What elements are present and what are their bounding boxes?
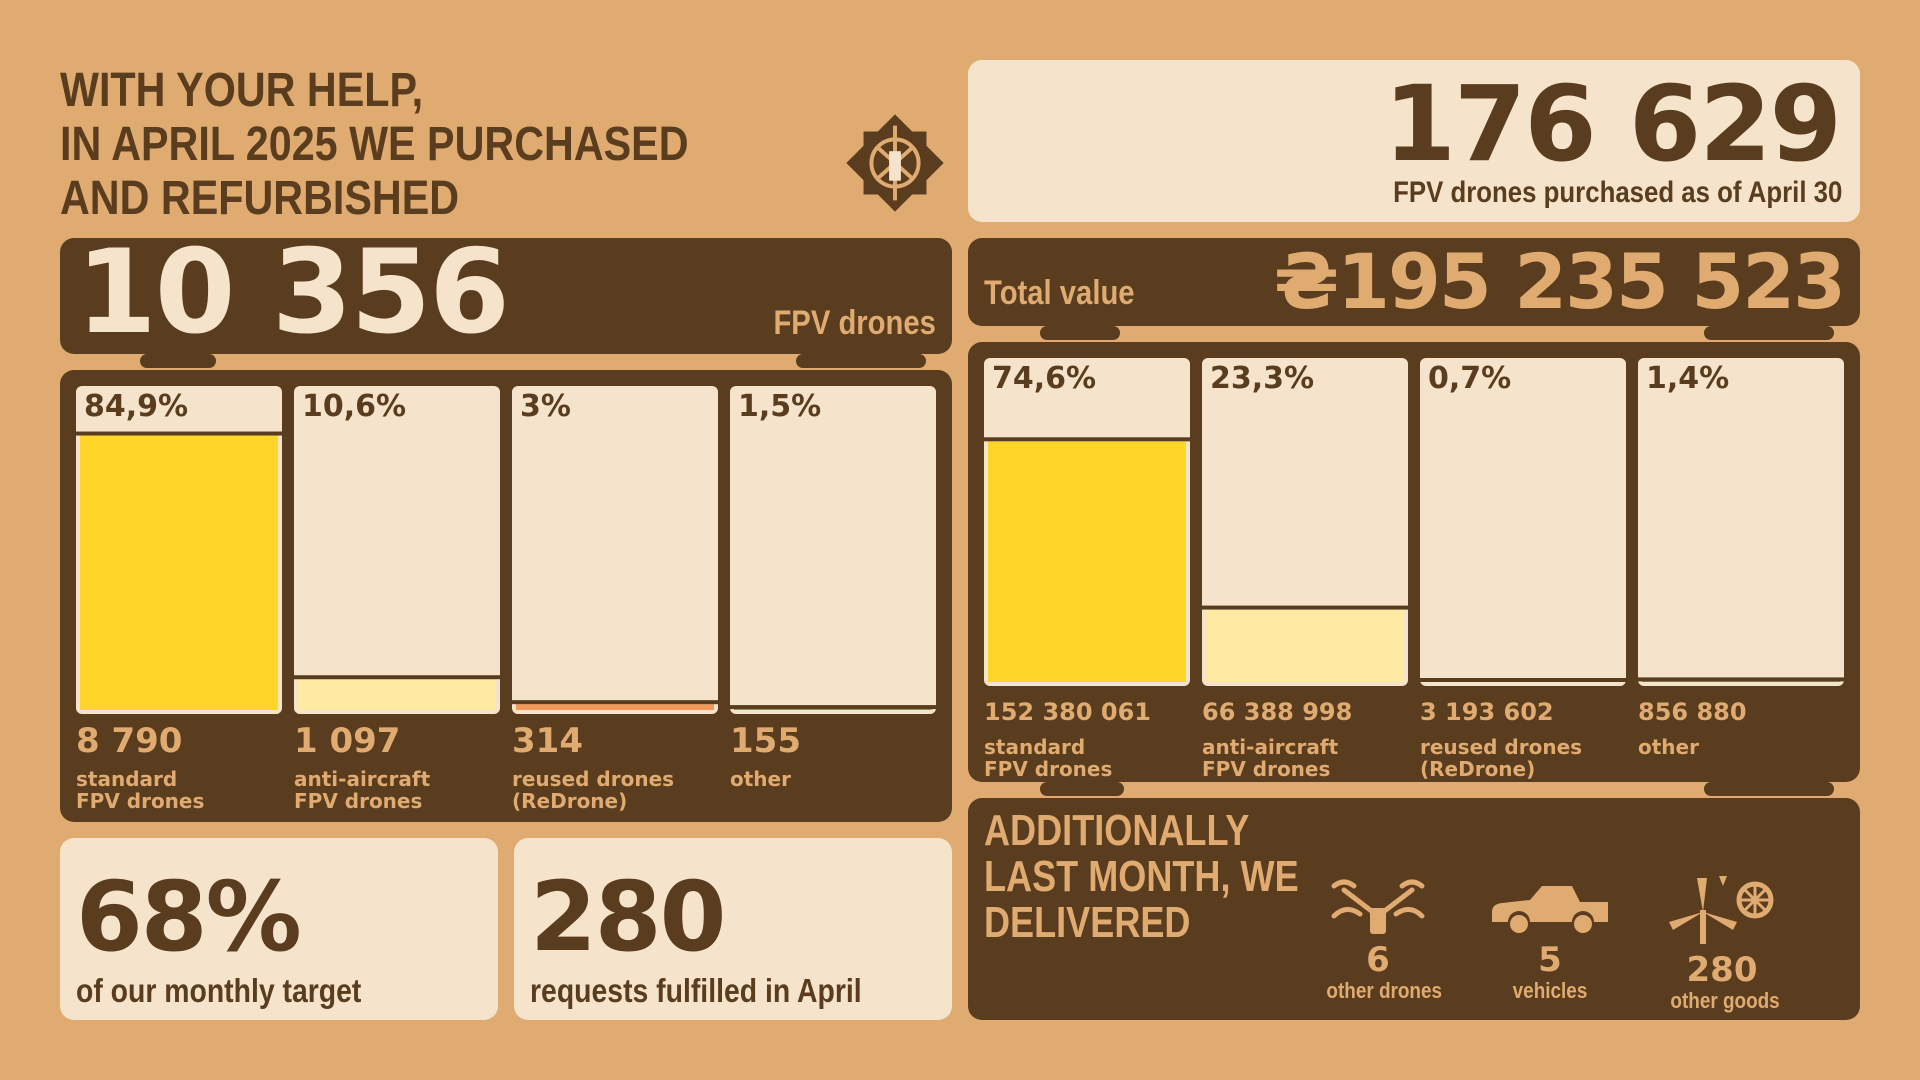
percent-label: 10,6%: [302, 389, 406, 424]
total-value-label: Total value: [984, 274, 1135, 312]
additional-label: other drones: [1326, 978, 1443, 1003]
connector-tab: [140, 354, 216, 368]
quantity-chart-panel: 84,9% 8 790 standard FPV drones 10,6% 1 097 an…: [60, 370, 952, 822]
bar: [80, 435, 278, 710]
additional-title-line: DELIVERED: [984, 898, 1191, 947]
category-label: other: [1638, 735, 1699, 759]
category-label: FPV drones: [76, 789, 204, 813]
percent-label: 84,9%: [84, 389, 188, 424]
vehicle-icon: [1492, 886, 1608, 933]
category-label: FPV drones: [984, 757, 1112, 781]
total-value-header: Total value ₴195 235 523: [968, 237, 1860, 326]
additional-value: 5: [1538, 940, 1562, 980]
headline: WITH YOUR HELP, IN APRIL 2025 WE PURCHAS…: [60, 64, 714, 226]
additional-label: other goods: [1670, 988, 1780, 1013]
total-purchased-value: 176 629: [1383, 63, 1842, 185]
additional-title-line: LAST MONTH, WE: [984, 852, 1299, 901]
bar-track: [1420, 358, 1626, 686]
percent-label: 1,5%: [738, 389, 821, 424]
requests-caption: requests fulfilled in April: [530, 972, 862, 1009]
value-label: 314: [512, 721, 583, 761]
connector-tab: [1040, 782, 1124, 796]
category-label: (ReDrone): [512, 789, 627, 813]
total-purchased-card: 176 629 FPV drones purchased as of April…: [968, 60, 1860, 222]
bar-track: [512, 386, 718, 714]
target-card: 68% of our monthly target: [60, 838, 498, 1020]
target-value: 68%: [76, 861, 302, 973]
requests-value: 280: [530, 861, 726, 973]
monthly-total-value: 10 356: [76, 225, 510, 360]
target-caption: of our monthly target: [76, 972, 362, 1009]
drone-icon: [1331, 879, 1425, 934]
bar-separator: [1638, 677, 1844, 682]
bar-track: [1202, 358, 1408, 686]
emblem-icon: [846, 114, 944, 212]
category-label: (ReDrone): [1420, 757, 1535, 781]
connector-tab: [1040, 326, 1120, 340]
category-label: FPV drones: [1202, 757, 1330, 781]
value-label: 3 193 602: [1420, 698, 1554, 726]
additional-label: vehicles: [1512, 978, 1588, 1003]
connector-tab: [796, 354, 926, 368]
monthly-total-unit: FPV drones: [773, 304, 936, 342]
headline-line: WITH YOUR HELP,: [60, 64, 424, 117]
additional-item-vehicles: 5 vehicles: [1490, 876, 1610, 1004]
additional-value: 280: [1686, 950, 1758, 990]
bar: [298, 679, 496, 710]
bar-track: [294, 386, 500, 714]
bar-separator: [1420, 678, 1626, 682]
bar-separator: [294, 675, 500, 680]
percent-label: 0,7%: [1428, 361, 1511, 396]
additional-value: 6: [1366, 940, 1390, 980]
monthly-total-header: 10 356 FPV drones: [60, 228, 952, 358]
requests-card: 280 requests fulfilled in April: [514, 838, 952, 1020]
value-label: 155: [730, 721, 801, 761]
bar-separator: [76, 431, 282, 436]
value-label: 66 388 998: [1202, 698, 1352, 726]
category-label: standard: [76, 767, 177, 791]
windmill-icon: [1669, 876, 1774, 944]
additional-title-line: ADDITIONALLY: [984, 806, 1250, 855]
percent-label: 3%: [520, 389, 571, 424]
bar: [1642, 681, 1840, 682]
headline-line: AND REFURBISHED: [60, 172, 460, 225]
bar-separator: [1202, 605, 1408, 610]
percent-label: 23,3%: [1210, 361, 1314, 396]
additional-item-goods: 280 other goods: [1662, 876, 1782, 1014]
value-label: 152 380 061: [984, 698, 1151, 726]
bar-separator: [512, 700, 718, 705]
category-label: FPV drones: [294, 789, 422, 813]
category-label: anti-aircraft: [1202, 735, 1339, 759]
additional-title: ADDITIONALLY LAST MONTH, WE DELIVERED: [984, 808, 1312, 946]
additional-deliveries-card: ADDITIONALLY LAST MONTH, WE DELIVERED 6 …: [968, 798, 1860, 1020]
headline-line: IN APRIL 2025 WE PURCHASED: [60, 118, 689, 171]
value-label: 1 097: [294, 721, 400, 761]
connector-tab: [1704, 782, 1834, 796]
category-label: standard: [984, 735, 1085, 759]
category-label: reused drones: [512, 767, 674, 791]
category-label: other: [730, 767, 791, 791]
value-chart-panel: 74,6% 152 380 061 standard FPV drones 23,3% 6…: [968, 342, 1860, 782]
category-label: reused drones: [1420, 735, 1582, 759]
value-label: 8 790: [76, 721, 182, 761]
percent-label: 74,6%: [992, 361, 1096, 396]
bar: [516, 704, 714, 710]
percent-label: 1,4%: [1646, 361, 1729, 396]
bar-separator: [730, 705, 936, 710]
bar-separator: [984, 437, 1190, 442]
category-label: anti-aircraft: [294, 767, 431, 791]
bar-track: [1638, 358, 1844, 686]
total-value-amount: ₴195 235 523: [1273, 237, 1846, 326]
additional-item-drones: 6 other drones: [1318, 876, 1443, 1004]
total-purchased-caption: FPV drones purchased as of April 30: [1392, 176, 1842, 209]
value-label: 856 880: [1638, 698, 1747, 726]
connector-tab: [1704, 326, 1834, 340]
bar: [988, 441, 1186, 682]
bar: [1206, 609, 1404, 682]
bar-track: [730, 386, 936, 714]
bar: [734, 709, 932, 710]
